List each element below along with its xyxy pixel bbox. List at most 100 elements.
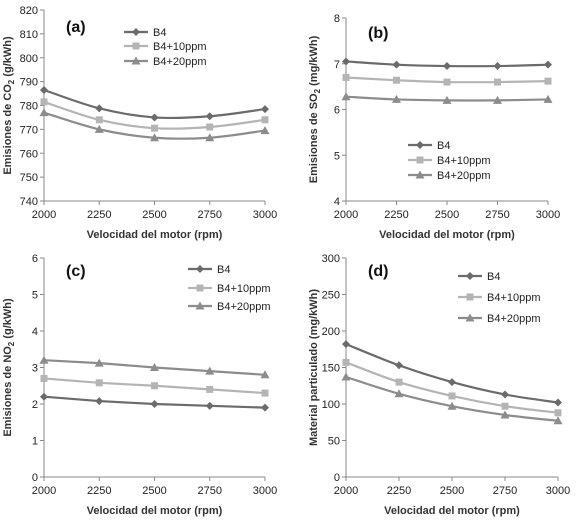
y-tick-label: 750: [20, 172, 38, 184]
x-tick-label: 2000: [334, 485, 358, 497]
y-axis-label-part: (g/kWh): [2, 298, 14, 342]
data-point-3: [394, 389, 404, 398]
y-tick-label: 7: [334, 59, 340, 71]
y-tick-label: 8: [334, 13, 340, 25]
x-tick-label: 3000: [253, 209, 277, 221]
data-point-2: [494, 78, 501, 86]
y-tick-label: 150: [322, 363, 340, 375]
panel-label: (a): [66, 19, 86, 36]
data-point-1: [95, 104, 104, 113]
x-tick-label: 3000: [253, 485, 277, 497]
legend-marker: [416, 156, 424, 164]
data-point-2: [40, 374, 48, 382]
data-point-1: [40, 85, 48, 94]
y-axis-label-part: (g/kWh): [2, 36, 14, 80]
legend-label: B4+10ppm: [437, 155, 491, 167]
data-point-1: [342, 57, 350, 66]
x-tick-label: 2250: [87, 485, 111, 497]
y-axis-label-part: 2: [313, 88, 322, 93]
data-point-2: [544, 77, 552, 85]
data-point-2: [393, 76, 400, 84]
panel-label: (d): [368, 263, 388, 280]
legend-label: B4+10ppm: [153, 41, 207, 53]
y-tick-label: 780: [20, 101, 38, 113]
legend-label: B4: [217, 264, 230, 276]
x-tick-label: 2750: [198, 209, 222, 221]
legend-marker: [195, 301, 205, 310]
y-tick-label: 3: [32, 363, 38, 375]
data-point-1: [448, 378, 456, 387]
data-point-2: [261, 116, 269, 124]
data-point-1: [342, 340, 350, 349]
x-tick-label: 2500: [435, 209, 459, 221]
data-point-3: [553, 416, 563, 425]
data-point-2: [261, 389, 269, 397]
y-axis-label: Emisiones de NO2 (g/kWh): [2, 298, 16, 437]
data-point-3: [150, 363, 159, 371]
y-tick-label: 5: [334, 150, 340, 162]
data-point-1: [95, 397, 104, 406]
data-point-3: [150, 133, 159, 142]
legend-marker: [415, 170, 425, 179]
data-point-3: [94, 358, 104, 367]
x-tick-label: 3000: [546, 485, 570, 497]
x-tick-label: 2250: [87, 209, 111, 221]
legend-marker: [132, 42, 140, 50]
data-point-2: [206, 385, 214, 393]
data-point-1: [554, 398, 562, 407]
data-point-2: [554, 409, 562, 417]
y-tick-label: 770: [20, 124, 38, 136]
data-point-1: [501, 390, 509, 399]
chart-panel-2: 4 5 6 7 8 2000 2250 2500 2750 3000 Velocidad del m…: [308, 13, 560, 241]
legend-label: B4+20ppm: [437, 170, 491, 182]
x-tick-label: 2000: [334, 209, 358, 221]
y-tick-label: 4: [32, 326, 38, 338]
data-point-1: [205, 401, 214, 410]
data-point-2: [40, 98, 48, 106]
chart-panel-1: 740 750 760 770 780 790 800 810 820 2000 2250 2500 2…: [2, 5, 277, 241]
data-point-3: [341, 372, 351, 381]
data-point-3: [39, 108, 49, 117]
y-tick-label: 810: [20, 29, 38, 41]
data-point-1: [150, 400, 159, 408]
y-tick-label: 250: [322, 290, 340, 302]
data-point-3: [341, 92, 351, 101]
data-point-3: [543, 94, 553, 103]
x-tick-label: 2250: [387, 485, 411, 497]
data-point-1: [443, 62, 451, 71]
data-point-3: [205, 133, 215, 142]
y-tick-label: 740: [20, 196, 38, 208]
data-point-2: [151, 124, 158, 132]
data-point-2: [448, 392, 456, 400]
x-axis-label: Velocidad del motor (rpm): [384, 505, 520, 517]
data-point-3: [493, 95, 502, 104]
y-axis-label-part: 2: [7, 341, 16, 346]
x-tick-label: 2250: [384, 209, 408, 221]
y-axis-label-part: Emisiones de SO: [308, 93, 320, 183]
data-point-1: [40, 392, 48, 401]
legend-label: B4+10ppm: [217, 283, 271, 295]
y-axis-label: Emisiones de SO2 (mg/kWh): [308, 35, 322, 183]
x-tick-label: 2500: [142, 209, 166, 221]
legend-label: B4+20ppm: [487, 313, 541, 325]
data-point-1: [493, 62, 502, 71]
data-point-2: [443, 78, 451, 86]
y-tick-label: 2: [32, 399, 38, 411]
x-tick-label: 2500: [440, 485, 464, 497]
y-tick-label: 1: [32, 436, 38, 448]
x-tick-label: 2750: [493, 485, 517, 497]
y-tick-label: 6: [334, 105, 340, 117]
data-point-1: [150, 113, 159, 122]
chart-panel-3: 0 1 2 3 4 5 6 2000 2250 2500 2750 3000 Velocidad del…: [2, 253, 277, 517]
y-tick-label: 6: [32, 253, 38, 265]
y-tick-label: 200: [322, 326, 340, 338]
data-point-1: [544, 60, 552, 69]
y-tick-label: 50: [328, 436, 340, 448]
x-tick-label: 2750: [485, 209, 509, 221]
y-tick-label: 800: [20, 53, 38, 65]
y-axis-label-part: Emisiones de CO: [2, 84, 14, 175]
y-axis-label-part: Material particulado (mg/kWh): [308, 289, 320, 446]
x-tick-label: 3000: [536, 209, 560, 221]
y-tick-label: 5: [32, 290, 38, 302]
data-point-3: [392, 94, 401, 103]
